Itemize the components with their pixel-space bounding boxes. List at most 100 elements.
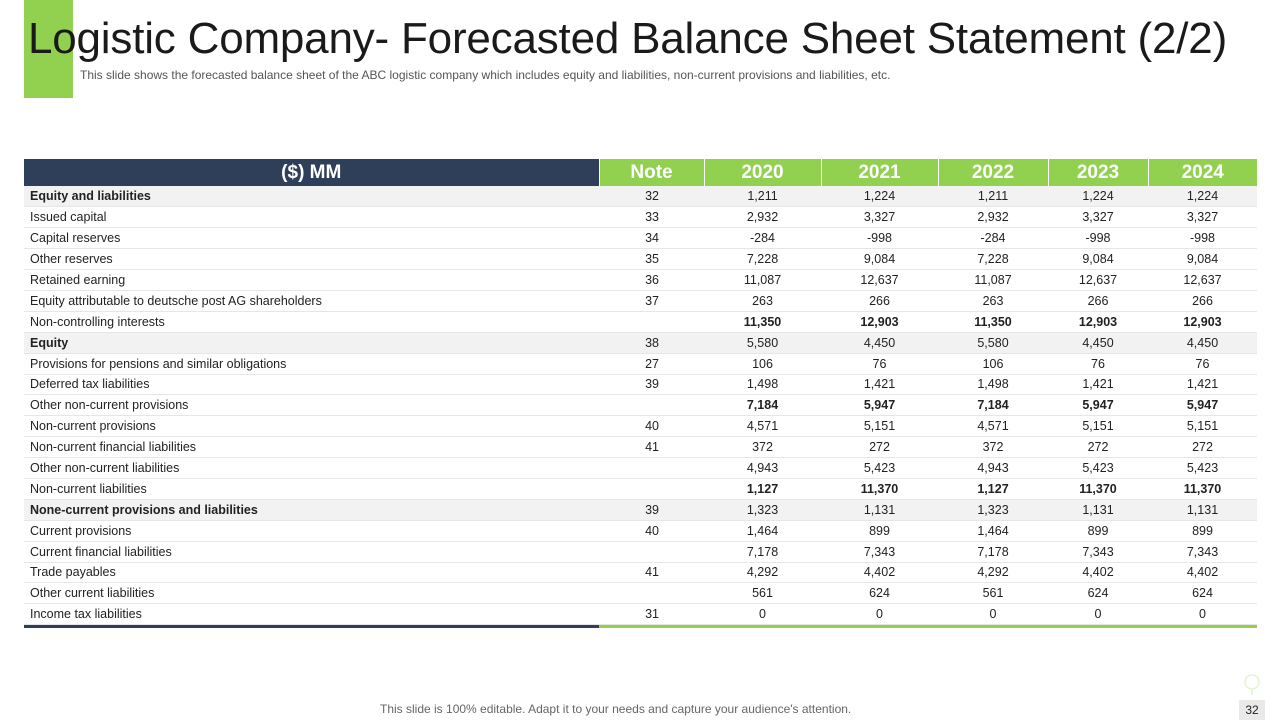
header-2024: 2024 [1148, 159, 1257, 186]
row-value-2020: 4,571 [704, 415, 821, 438]
row-value-2024: 4,402 [1148, 562, 1257, 584]
row-value-2020: 2,932 [704, 206, 821, 229]
table-row: Retained earning 36 11,087 12,637 11,087 12,6… [24, 269, 1257, 291]
row-value-2024: 272 [1148, 436, 1257, 459]
row-note: 40 [599, 415, 704, 438]
row-note: 27 [599, 353, 704, 375]
row-value-2021: 4,450 [821, 332, 938, 354]
row-value-2024: 12,637 [1148, 269, 1257, 291]
row-note [599, 582, 704, 605]
header-note: Note [599, 159, 705, 186]
row-note [599, 541, 704, 563]
row-value-2022: -284 [938, 227, 1048, 250]
row-value-2021: 1,224 [821, 186, 938, 208]
row-label: Current financial liabilities [24, 541, 599, 563]
row-label: Capital reserves [24, 227, 599, 250]
row-value-2024: 266 [1148, 290, 1257, 312]
leaf-logo-icon [1244, 674, 1260, 695]
row-value-2023: 9,084 [1048, 248, 1148, 271]
row-value-2023: 1,421 [1048, 374, 1148, 396]
row-value-2021: 9,084 [821, 248, 938, 271]
row-note [599, 311, 704, 333]
table-row: Equity and liabilities 32 1,211 1,224 1,211 1… [24, 186, 1257, 208]
row-value-2021: 76 [821, 353, 938, 375]
row-value-2022: 1,464 [938, 520, 1048, 542]
row-value-2023: 0 [1048, 603, 1148, 626]
row-value-2024: 11,370 [1148, 478, 1257, 500]
row-value-2020: 1,498 [704, 374, 821, 396]
balance-sheet-table: ($) MM Note 2020 2021 2022 2023 2024 Equ… [24, 159, 1257, 629]
row-value-2023: 12,637 [1048, 269, 1148, 291]
row-note: 41 [599, 436, 704, 459]
table-row: Trade payables 41 4,292 4,402 4,292 4,402 4,40… [24, 562, 1257, 584]
row-value-2024: 5,151 [1148, 415, 1257, 438]
row-note: 33 [599, 206, 704, 229]
row-value-2022: 7,184 [938, 394, 1048, 417]
row-value-2021: -998 [821, 227, 938, 250]
row-value-2021: 4,402 [821, 562, 938, 584]
row-value-2020: 1,127 [704, 478, 821, 500]
row-value-2023: 3,327 [1048, 206, 1148, 229]
table-row: Current financial liabilities 7,178 7,343 7… [24, 541, 1257, 563]
row-value-2020: 106 [704, 353, 821, 375]
footer-note: This slide is 100% editable. Adapt it to… [380, 702, 852, 716]
row-value-2024: 5,947 [1148, 394, 1257, 417]
row-value-2024: 624 [1148, 582, 1257, 605]
row-value-2022: 5,580 [938, 332, 1048, 354]
row-label: None-current provisions and liabilities [24, 499, 599, 521]
table-row: None-current provisions and liabilities 3… [24, 499, 1257, 521]
table-row: Non-current liabilities 1,127 11,370 1,127 1… [24, 478, 1257, 500]
row-value-2023: 5,151 [1048, 415, 1148, 438]
row-value-2023: 266 [1048, 290, 1148, 312]
row-value-2020: -284 [704, 227, 821, 250]
row-value-2022: 11,087 [938, 269, 1048, 291]
row-value-2024: 5,423 [1148, 457, 1257, 479]
row-value-2020: 372 [704, 436, 821, 459]
row-value-2020: 4,943 [704, 457, 821, 479]
table-row: Equity 38 5,580 4,450 5,580 4,450 4,450 [24, 332, 1257, 354]
row-value-2020: 4,292 [704, 562, 821, 584]
row-note: 35 [599, 248, 704, 271]
table-row: Issued capital 33 2,932 3,327 2,932 3,327 3,32… [24, 206, 1257, 229]
row-value-2023: 4,402 [1048, 562, 1148, 584]
row-value-2023: 1,131 [1048, 499, 1148, 521]
row-value-2021: 12,637 [821, 269, 938, 291]
row-value-2022: 1,127 [938, 478, 1048, 500]
row-value-2021: 0 [821, 603, 938, 626]
row-label: Deferred tax liabilities [24, 374, 599, 396]
row-value-2022: 11,350 [938, 311, 1048, 333]
row-value-2024: -998 [1148, 227, 1257, 250]
row-value-2022: 263 [938, 290, 1048, 312]
row-label: Issued capital [24, 206, 599, 229]
row-label: Other current liabilities [24, 582, 599, 605]
row-label: Trade payables [24, 562, 599, 584]
row-note [599, 457, 704, 479]
table-row: Non-current financial liabilities 41 372 27… [24, 436, 1257, 459]
header-2020: 2020 [704, 159, 822, 186]
row-label: Non-current provisions [24, 415, 599, 438]
table-row: Provisions for pensions and similar obli… [24, 353, 1257, 375]
row-value-2023: 272 [1048, 436, 1148, 459]
row-value-2020: 561 [704, 582, 821, 605]
row-value-2022: 7,228 [938, 248, 1048, 271]
row-value-2021: 3,327 [821, 206, 938, 229]
row-value-2023: -998 [1048, 227, 1148, 250]
row-note [599, 394, 704, 417]
slide-subtitle: This slide shows the forecasted balance … [80, 68, 891, 82]
table-row: Non-controlling interests 11,350 12,903 11,… [24, 311, 1257, 333]
row-value-2023: 899 [1048, 520, 1148, 542]
row-value-2022: 0 [938, 603, 1048, 626]
title-accent-bar [24, 0, 73, 98]
row-note: 37 [599, 290, 704, 312]
row-value-2020: 11,087 [704, 269, 821, 291]
row-value-2021: 1,131 [821, 499, 938, 521]
row-value-2023: 5,947 [1048, 394, 1148, 417]
row-note: 39 [599, 499, 704, 521]
row-value-2024: 3,327 [1148, 206, 1257, 229]
row-label: Other non-current provisions [24, 394, 599, 417]
row-value-2022: 4,571 [938, 415, 1048, 438]
row-note: 36 [599, 269, 704, 291]
row-note: 40 [599, 520, 704, 542]
row-value-2022: 4,292 [938, 562, 1048, 584]
row-label: Other non-current liabilities [24, 457, 599, 479]
